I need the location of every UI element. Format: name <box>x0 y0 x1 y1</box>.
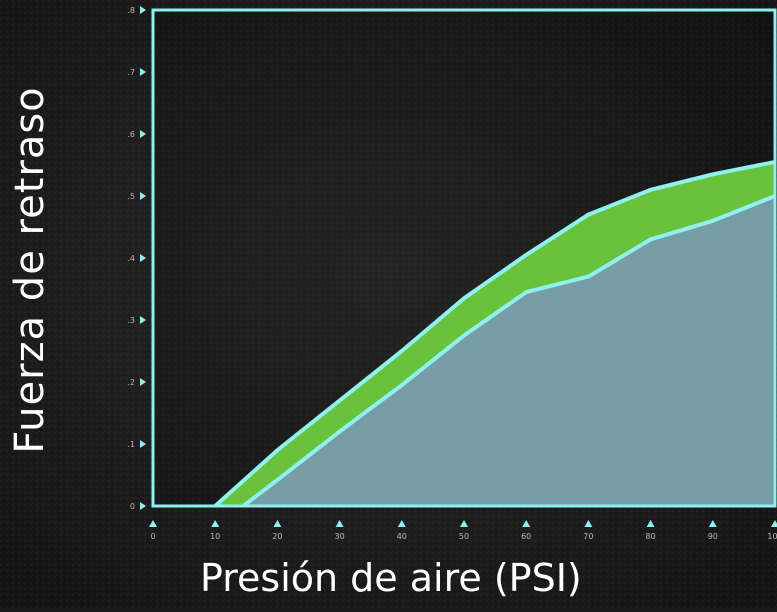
x-tick-label: 60 <box>521 532 531 541</box>
y-tick-marker <box>140 68 146 76</box>
y-tick-label: .4 <box>127 254 135 263</box>
y-tick-marker <box>140 130 146 138</box>
x-tick-marker <box>708 520 717 527</box>
y-tick-marker <box>140 6 146 14</box>
y-tick-label: .5 <box>127 192 135 201</box>
y-axis-label: Fuerza de retraso <box>7 86 53 454</box>
x-tick-marker <box>397 520 406 527</box>
x-tick-label: 50 <box>459 532 469 541</box>
x-tick-marker <box>771 520 777 527</box>
x-tick-marker <box>460 520 468 527</box>
y-tick-label: .2 <box>127 378 135 387</box>
x-tick-marker <box>584 520 593 527</box>
x-tick-marker <box>335 520 344 527</box>
x-tick-label: 40 <box>397 532 407 541</box>
y-tick-marker <box>140 440 146 448</box>
x-tick-label: 10 <box>210 532 220 541</box>
y-tick-label: .1 <box>127 440 135 449</box>
x-tick-label: 0 <box>150 532 155 541</box>
y-tick-label: .3 <box>127 316 135 325</box>
y-tick-label: .8 <box>127 6 135 15</box>
x-tick-marker <box>273 520 282 527</box>
y-tick-label: .6 <box>127 130 135 139</box>
x-axis-ticks: 0 10 20 30 40 50 60 70 80 90 100 <box>149 520 777 541</box>
area-under-lower-curve <box>243 196 775 506</box>
y-tick-marker <box>140 502 146 510</box>
plot-frame <box>151 8 777 508</box>
x-tick-label: 100 <box>767 532 777 541</box>
y-tick-marker <box>140 254 146 262</box>
x-tick-label: 20 <box>272 532 282 541</box>
x-tick-label: 90 <box>708 532 718 541</box>
x-tick-label: 80 <box>646 532 656 541</box>
lower-curve-line <box>241 194 776 508</box>
x-tick-label: 70 <box>583 532 593 541</box>
x-tick-marker <box>149 520 157 527</box>
y-axis-label-area: Fuerza de retraso <box>0 40 60 500</box>
x-axis-label: Presión de aire (PSI) <box>200 556 582 600</box>
upper-curve-line <box>213 159 776 508</box>
y-tick-marker <box>140 316 146 324</box>
y-tick-marker <box>140 192 146 200</box>
y-tick-label: 0 <box>130 502 135 511</box>
x-tick-marker <box>522 520 531 527</box>
x-tick-label: 30 <box>335 532 345 541</box>
x-tick-marker <box>211 520 220 527</box>
x-tick-marker <box>646 520 655 527</box>
plot-area <box>151 8 777 508</box>
y-tick-label: .7 <box>127 68 135 77</box>
y-tick-marker <box>140 378 146 386</box>
y-axis-ticks: 0 .1 .2 .3 .4 .5 .6 .7 .8 <box>127 6 146 511</box>
